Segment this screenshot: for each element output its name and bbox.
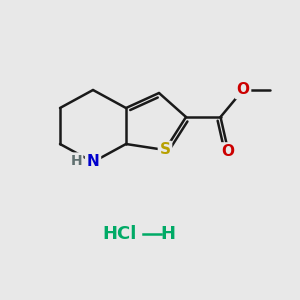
Text: N: N [87, 154, 99, 169]
Text: S: S [160, 142, 170, 158]
Text: H: H [71, 154, 82, 167]
Text: HCl: HCl [103, 225, 137, 243]
Text: O: O [236, 82, 250, 98]
Text: O: O [221, 144, 235, 159]
Text: H: H [160, 225, 175, 243]
